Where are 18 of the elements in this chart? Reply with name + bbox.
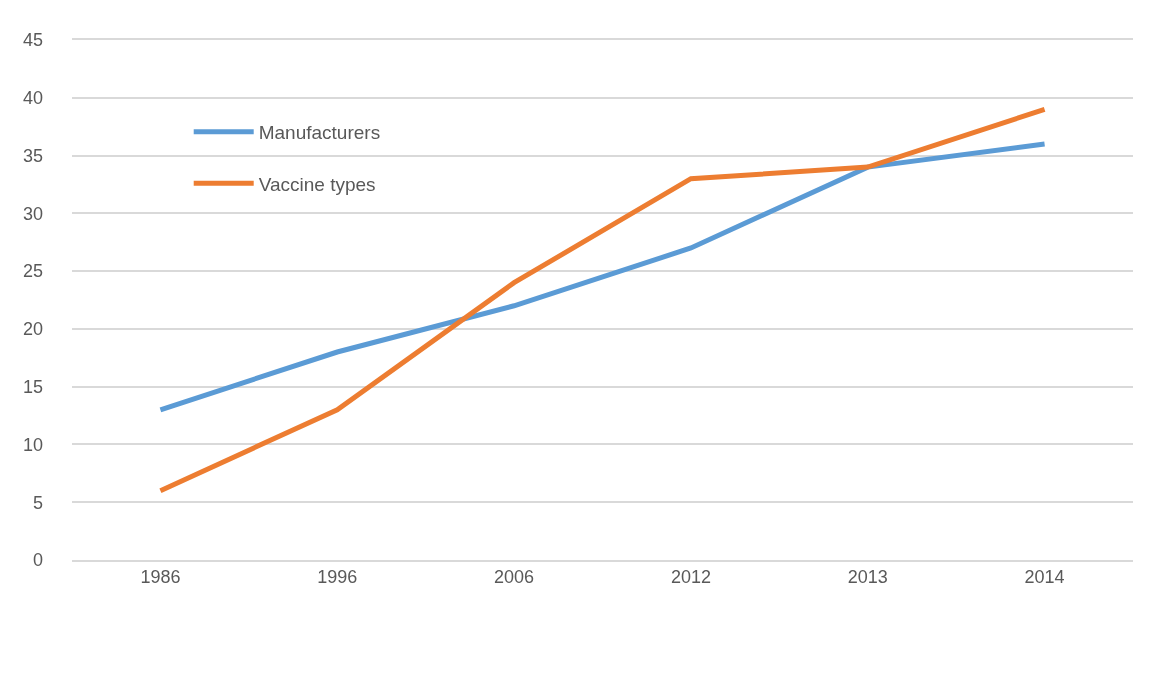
x-tick-label: 1996 bbox=[317, 567, 358, 588]
legend-label: Vaccine types bbox=[258, 173, 376, 195]
y-tick-label: 40 bbox=[22, 88, 43, 109]
y-tick-label: 0 bbox=[32, 550, 43, 571]
y-tick-label: 45 bbox=[22, 30, 43, 51]
y-tick-label: 20 bbox=[22, 319, 43, 340]
y-tick-label: 15 bbox=[22, 376, 43, 397]
y-tick-label: 30 bbox=[22, 203, 43, 224]
x-tick-label: 2013 bbox=[847, 567, 888, 588]
x-tick-label: 2012 bbox=[670, 567, 711, 588]
y-tick-label: 25 bbox=[22, 261, 43, 282]
legend-label: Manufacturers bbox=[258, 122, 381, 144]
y-tick-label: 5 bbox=[32, 492, 43, 513]
y-tick-label: 10 bbox=[22, 434, 43, 455]
x-tick-label: 1986 bbox=[140, 567, 181, 588]
y-tick-label: 35 bbox=[22, 145, 43, 166]
x-tick-label: 2006 bbox=[494, 567, 535, 588]
x-tick-label: 2014 bbox=[1024, 567, 1065, 588]
